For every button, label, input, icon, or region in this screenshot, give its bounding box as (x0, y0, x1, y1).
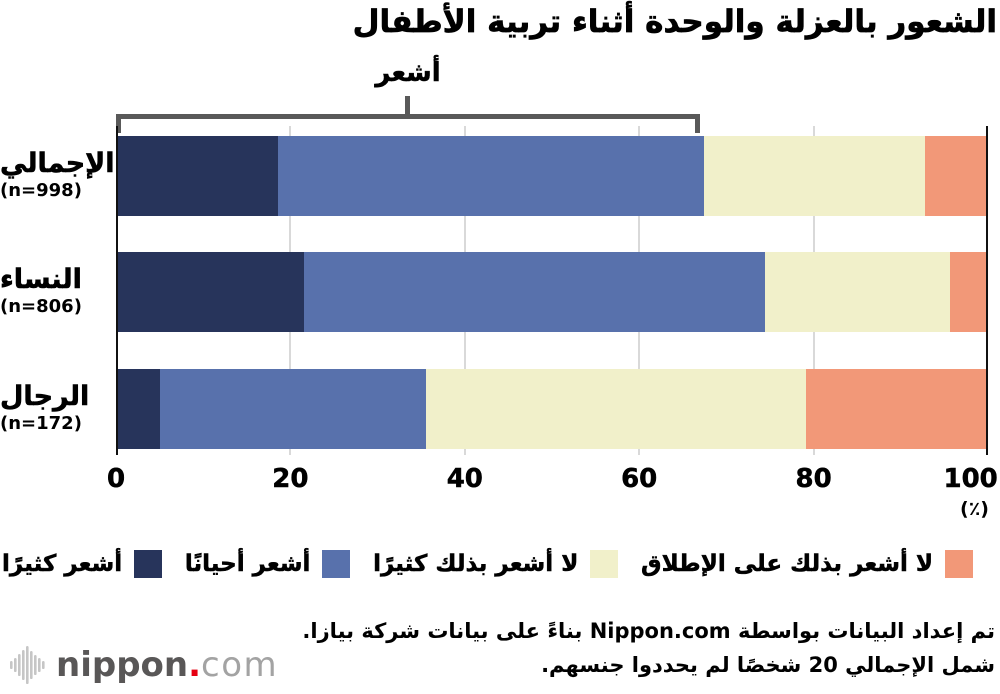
bar-row-0 (116, 136, 988, 216)
x-tick-label-100: 100 (943, 464, 998, 495)
logo-dot: . (188, 645, 202, 685)
category-label-1: النساء (n=806) (0, 252, 112, 332)
bracket-label: أشعر (375, 58, 441, 89)
legend: لا أشعر بذلك على الإطلاق لا أشعر بذلك كثي… (2, 547, 973, 581)
category-name: النساء (0, 264, 82, 295)
footer-note: تم إعداد البيانات بواسطة Nippon.com بناء… (302, 614, 995, 682)
category-name: الإجمالي (0, 148, 115, 179)
bar-segment (116, 136, 279, 216)
bracket-tick (405, 96, 410, 116)
logo-text-nippon: nippon (56, 645, 189, 685)
category-labels: الإجمالي (n=998) النساء (n=806) الرجال (n=172… (0, 126, 115, 455)
legend-swatch (322, 550, 351, 578)
x-tick-label-80: 80 (795, 464, 832, 495)
category-sample-size: (n=172) (0, 413, 82, 434)
bar-segment (304, 252, 765, 332)
nippon-logo: nippon.com (10, 641, 278, 689)
x-tick-label-20: 20 (272, 464, 309, 495)
legend-swatch (590, 550, 619, 578)
bar-row-2 (116, 369, 988, 449)
category-sample-size: (n=998) (0, 180, 82, 201)
bar-segment (703, 136, 926, 216)
x-tick-label-40: 40 (446, 464, 483, 495)
bar-segment (949, 252, 988, 332)
bar-segment (426, 369, 806, 449)
bar-segment (116, 369, 160, 449)
axis-edge-line-100 (986, 126, 988, 455)
soundwave-icon (10, 646, 45, 684)
legend-item: أشعر كثيرًا (2, 550, 163, 578)
legend-swatch (134, 550, 163, 578)
plot-area (116, 126, 988, 455)
legend-item-label: أشعر أحيانًا (184, 551, 311, 578)
bar-segment (278, 136, 704, 216)
legend-item: لا أشعر بذلك على الإطلاق (641, 550, 973, 578)
bar-row-1 (116, 252, 988, 332)
x-axis: 0 20 40 60 80 100 (107, 464, 998, 496)
axis-edge-line-0 (116, 126, 118, 455)
category-name: الرجال (0, 381, 90, 412)
bar-segment (764, 252, 950, 332)
bar-segment (116, 252, 305, 332)
category-label-0: الإجمالي (n=998) (0, 136, 115, 216)
axis-unit-label: (٪) (960, 498, 989, 520)
x-tick-label-60: 60 (621, 464, 658, 495)
chart-title: الشعور بالعزلة والوحدة أثناء تربية الأطف… (352, 4, 997, 41)
footer-line-1: تم إعداد البيانات بواسطة Nippon.com بناء… (302, 619, 995, 643)
bar-segment (925, 136, 988, 216)
legend-swatch (945, 550, 973, 578)
footer-line-2: شمل الإجمالي 20 شخصًا لم يحددوا جنسهم. (541, 653, 995, 677)
bracket (116, 114, 700, 133)
bar-segment (805, 369, 988, 449)
legend-item-label: لا أشعر بذلك على الإطلاق (641, 551, 934, 578)
legend-item-label: أشعر كثيرًا (2, 551, 123, 578)
category-label-2: الرجال (n=172) (0, 369, 112, 449)
legend-item: أشعر أحيانًا (185, 550, 351, 578)
bar-segment (159, 369, 427, 449)
legend-item: لا أشعر بذلك كثيرًا (373, 550, 619, 578)
logo-text-com: com (201, 645, 279, 685)
x-tick-label-0: 0 (106, 464, 126, 495)
category-sample-size: (n=806) (0, 296, 82, 317)
logo-wordmark: nippon.com (56, 641, 278, 689)
legend-item-label: لا أشعر بذلك كثيرًا (373, 551, 579, 578)
